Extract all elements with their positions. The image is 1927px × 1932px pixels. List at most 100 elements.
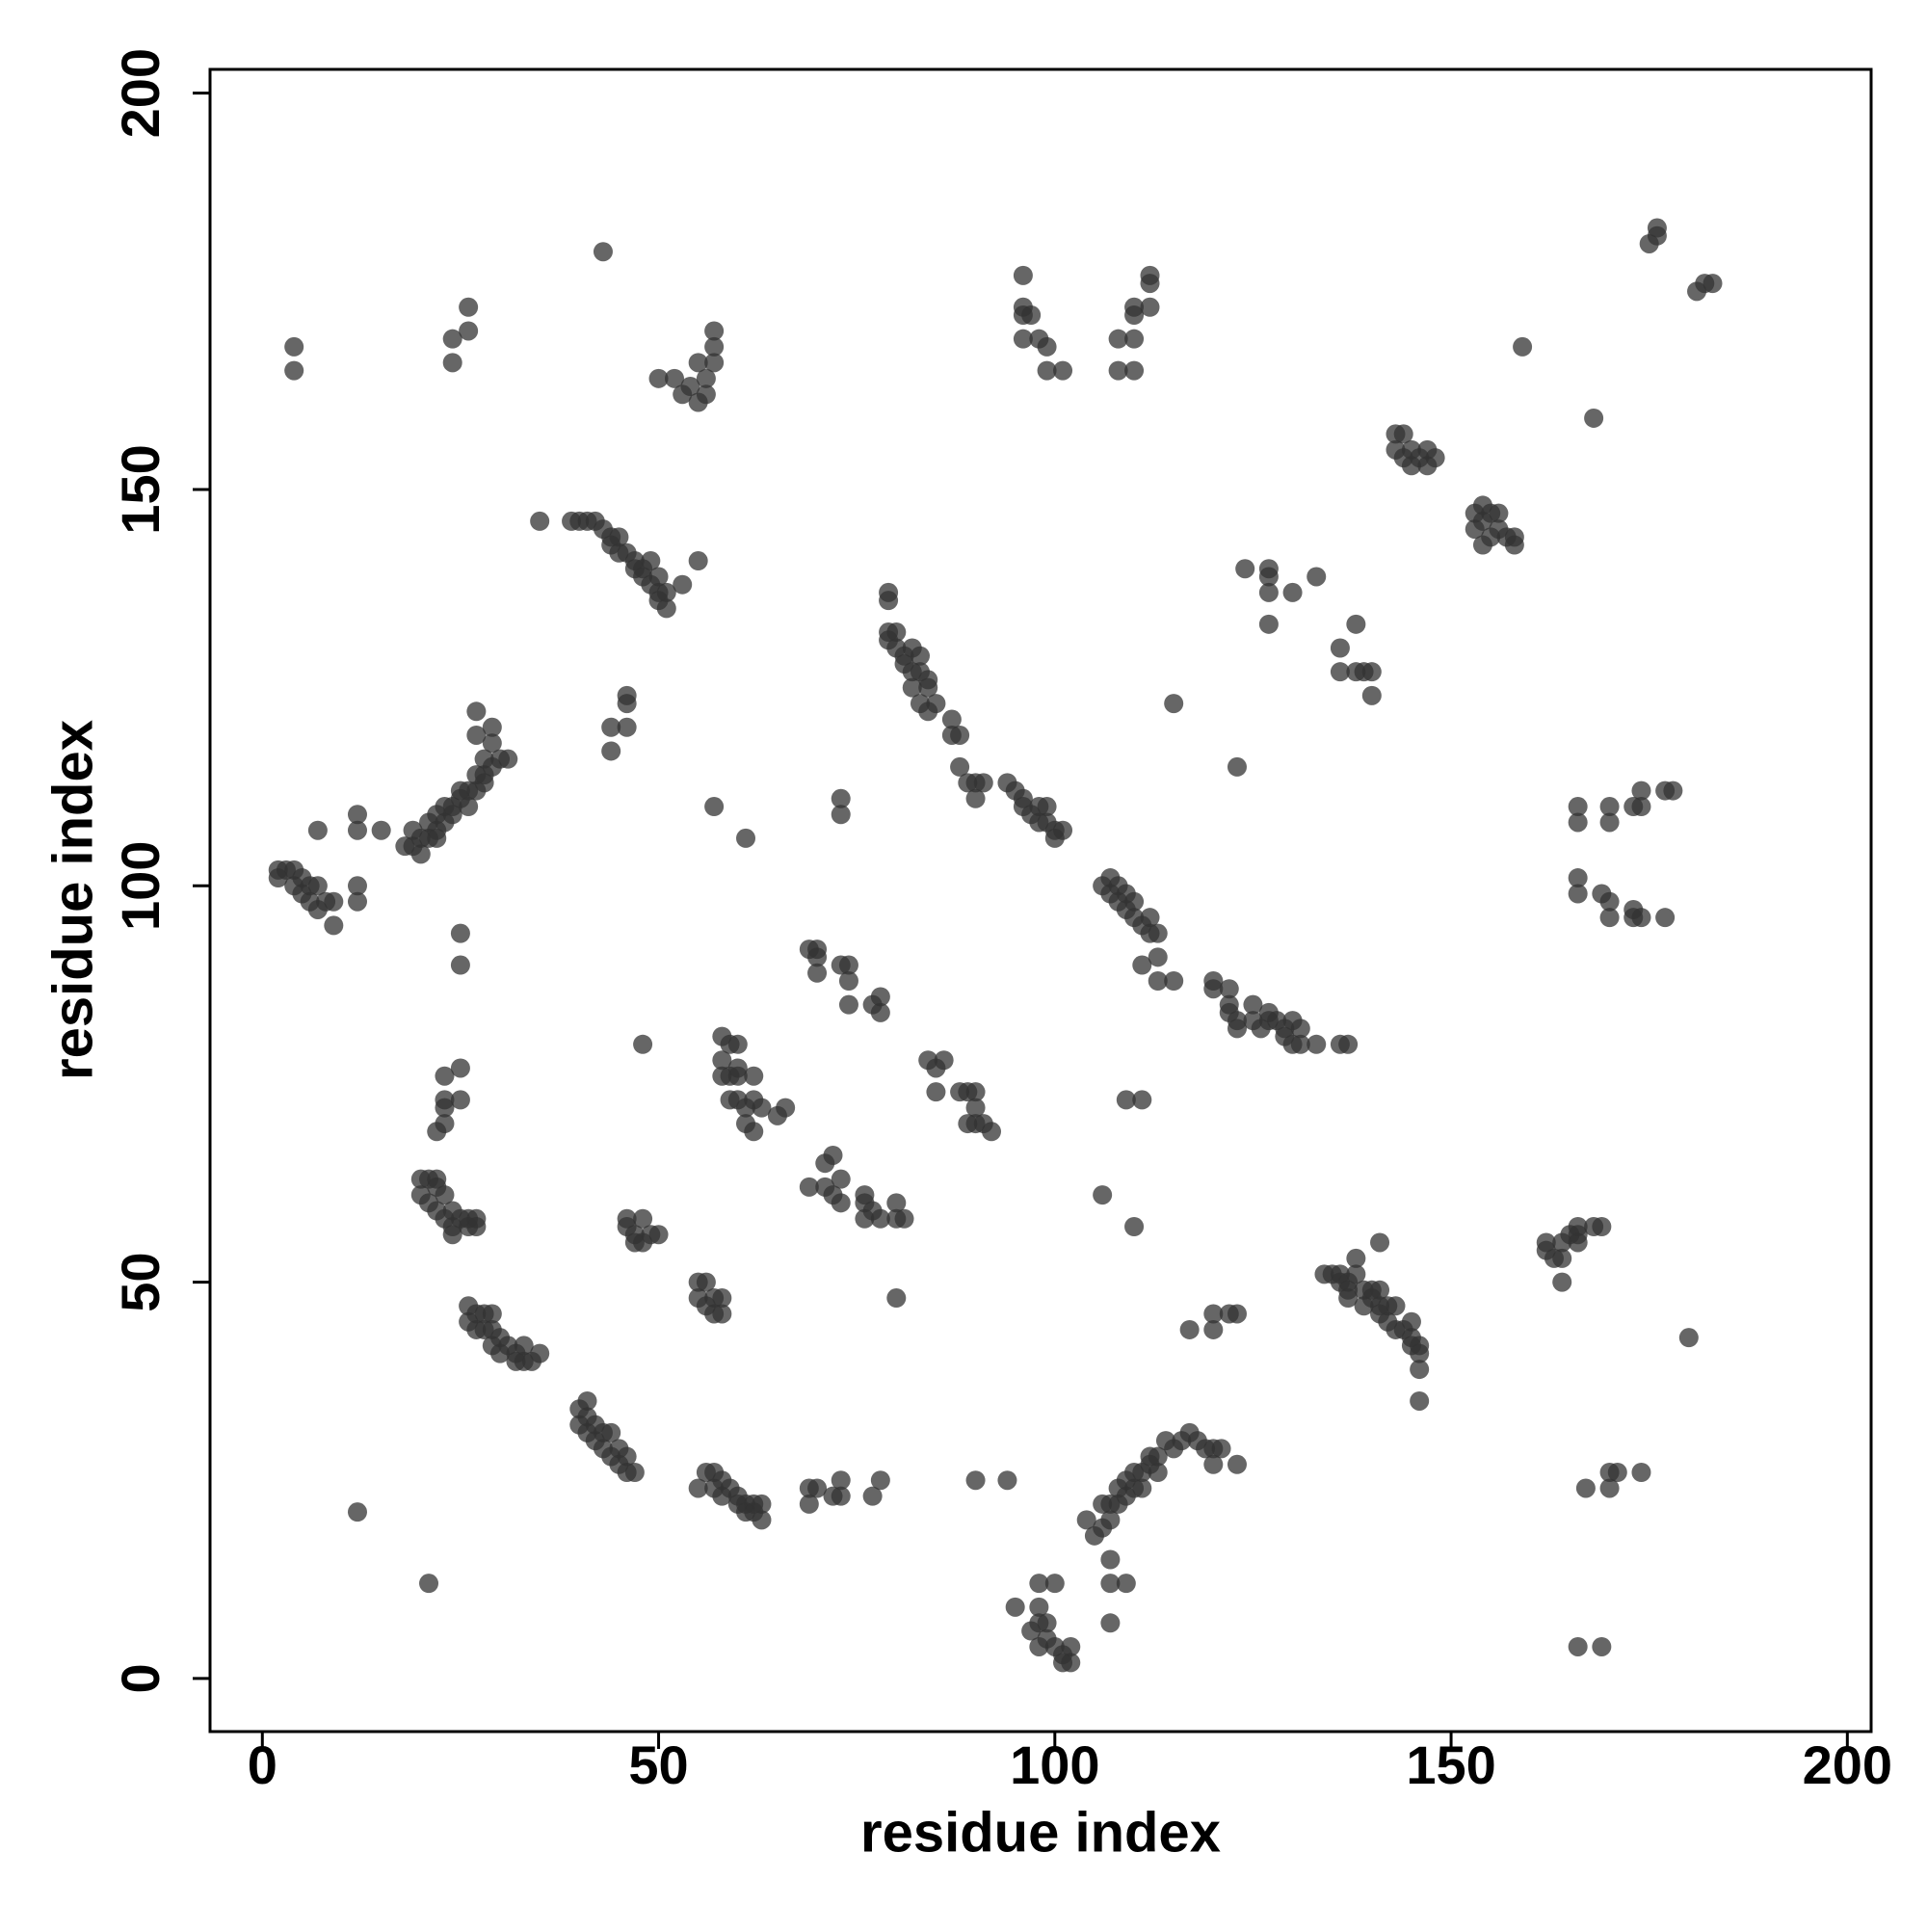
point	[1093, 1185, 1113, 1205]
point	[1290, 1019, 1310, 1039]
point	[1148, 1463, 1168, 1483]
point	[347, 805, 367, 825]
point	[1044, 1574, 1065, 1594]
point	[823, 1145, 843, 1165]
point	[1631, 797, 1651, 817]
point	[1203, 1319, 1224, 1339]
point	[704, 797, 725, 817]
point	[807, 947, 828, 967]
point	[435, 1066, 455, 1086]
point	[307, 820, 328, 840]
point	[879, 582, 899, 602]
point	[752, 1098, 772, 1118]
point	[1599, 797, 1620, 817]
point	[1370, 1280, 1390, 1300]
points	[268, 218, 1723, 1673]
point	[752, 1510, 772, 1530]
point	[1599, 891, 1620, 912]
point	[870, 987, 890, 1007]
point	[886, 1193, 907, 1213]
point	[1140, 265, 1160, 285]
point	[1386, 1296, 1406, 1316]
point	[704, 336, 725, 357]
point	[1243, 994, 1263, 1015]
point	[324, 891, 344, 912]
point	[673, 574, 693, 595]
point	[1346, 1264, 1366, 1284]
point	[284, 336, 304, 357]
point	[886, 1288, 907, 1309]
point	[1227, 756, 1247, 777]
point	[419, 1574, 439, 1594]
point	[656, 598, 676, 619]
point	[1203, 1304, 1224, 1324]
point	[1425, 448, 1445, 468]
point	[601, 741, 621, 761]
point	[1124, 297, 1145, 317]
point	[450, 1058, 470, 1078]
point	[1361, 685, 1382, 705]
point	[688, 353, 708, 373]
y-tick-label: 50	[110, 1252, 171, 1311]
point	[1124, 891, 1145, 912]
point	[926, 694, 946, 714]
point	[324, 915, 344, 936]
point	[799, 1494, 819, 1514]
point	[530, 1343, 550, 1363]
point	[1148, 923, 1168, 943]
x-tick-label: 100	[1010, 1734, 1099, 1795]
point	[1203, 1454, 1224, 1474]
point	[1607, 1463, 1627, 1483]
point	[831, 805, 851, 825]
point	[450, 955, 470, 975]
point	[870, 1002, 890, 1022]
point	[1179, 1319, 1200, 1339]
point	[680, 377, 700, 397]
point	[284, 360, 304, 381]
point	[482, 1304, 502, 1324]
point	[459, 297, 479, 317]
point	[1108, 329, 1128, 349]
point	[1108, 360, 1128, 381]
point	[1164, 694, 1184, 714]
point	[1100, 1549, 1121, 1570]
point	[435, 1098, 455, 1118]
point	[1330, 638, 1350, 658]
point	[1203, 979, 1224, 999]
point	[1655, 908, 1676, 928]
point	[1258, 614, 1279, 634]
point	[459, 321, 479, 341]
x-tick-label: 150	[1406, 1734, 1495, 1795]
point	[1599, 1478, 1620, 1498]
point	[1029, 1636, 1049, 1656]
point	[1037, 1613, 1057, 1633]
point	[1592, 1636, 1612, 1656]
point	[704, 321, 725, 341]
x-tick-label: 200	[1803, 1734, 1892, 1795]
point	[1164, 970, 1184, 991]
point	[1703, 274, 1723, 294]
point	[776, 1098, 796, 1118]
point	[530, 511, 550, 531]
point	[617, 717, 637, 737]
point	[807, 963, 828, 983]
point	[601, 717, 621, 737]
point	[1140, 908, 1160, 928]
point	[1631, 1463, 1651, 1483]
point	[1361, 662, 1382, 682]
point	[1211, 1439, 1231, 1459]
point	[1124, 329, 1145, 349]
point	[1568, 812, 1588, 833]
point	[926, 1082, 946, 1102]
point	[1116, 1574, 1136, 1594]
point	[577, 1390, 597, 1411]
point	[1227, 1019, 1247, 1039]
point	[347, 820, 367, 840]
point	[1282, 582, 1303, 602]
point	[1124, 1217, 1145, 1237]
point	[450, 923, 470, 943]
point	[1354, 1296, 1374, 1316]
point	[1575, 1478, 1596, 1498]
point	[466, 701, 487, 722]
